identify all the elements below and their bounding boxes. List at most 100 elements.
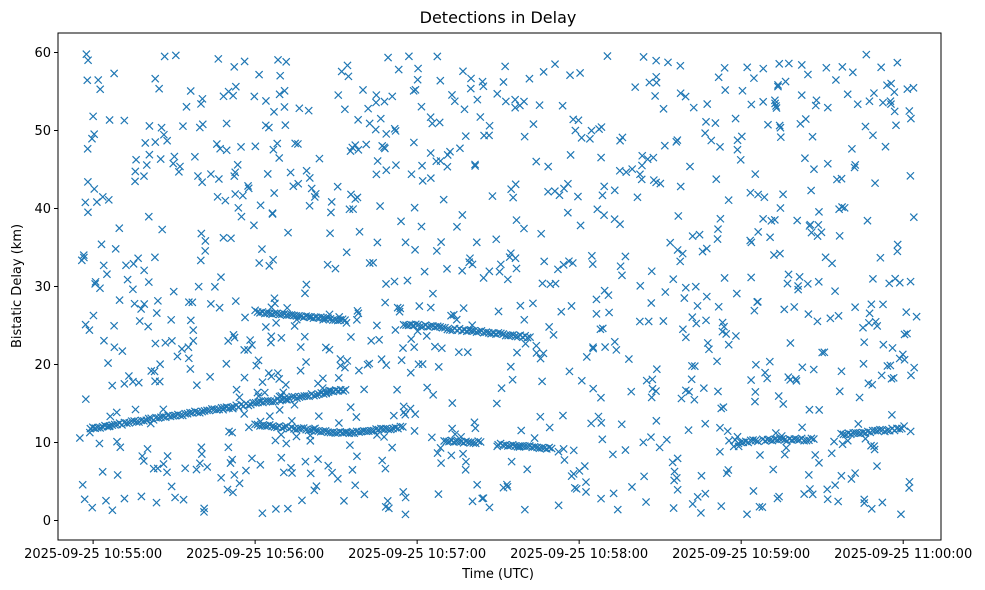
- detection-marker: [826, 314, 835, 323]
- detection-marker: [597, 153, 606, 162]
- detection-marker: [175, 162, 184, 171]
- detection-marker: [627, 387, 636, 396]
- detection-marker: [268, 422, 277, 431]
- detection-marker: [258, 509, 267, 518]
- detection-marker: [592, 309, 601, 318]
- detection-marker: [851, 469, 860, 478]
- detection-marker: [263, 169, 272, 178]
- detection-marker: [235, 479, 244, 488]
- detection-marker: [721, 86, 730, 95]
- detection-marker: [382, 279, 391, 288]
- detection-marker: [835, 231, 844, 240]
- detection-marker: [823, 485, 832, 494]
- detection-marker: [162, 468, 172, 477]
- detection-marker: [545, 443, 554, 452]
- detection-marker: [492, 399, 501, 408]
- detection-marker: [169, 287, 178, 296]
- y-tick-label: 30: [34, 280, 51, 295]
- detection-marker: [663, 58, 673, 67]
- detection-marker: [253, 420, 262, 429]
- detection-marker: [790, 302, 799, 311]
- detection-marker: [304, 426, 313, 435]
- detection-marker: [775, 121, 784, 130]
- detection-marker: [269, 255, 278, 264]
- detection-marker: [860, 338, 869, 347]
- detection-marker: [882, 81, 892, 90]
- detection-marker: [458, 210, 467, 219]
- detection-marker: [887, 374, 896, 383]
- detection-marker: [512, 216, 521, 225]
- detection-marker: [294, 311, 303, 320]
- detection-marker: [616, 262, 625, 271]
- detection-marker: [212, 140, 221, 149]
- detection-marker: [271, 436, 280, 445]
- detection-marker: [371, 125, 380, 134]
- detection-marker: [250, 92, 259, 101]
- detection-marker: [647, 393, 656, 402]
- detection-marker: [391, 126, 400, 135]
- detection-marker: [838, 62, 847, 71]
- detection-marker: [637, 161, 646, 170]
- detection-marker: [273, 55, 283, 64]
- detection-marker: [473, 480, 482, 489]
- detection-marker: [890, 107, 899, 116]
- detection-marker: [341, 316, 350, 325]
- detection-marker: [545, 423, 554, 432]
- detection-marker: [731, 331, 740, 340]
- detection-marker: [345, 441, 354, 450]
- detection-marker: [418, 176, 427, 185]
- detection-marker: [261, 96, 270, 105]
- detection-marker: [270, 422, 279, 432]
- detection-marker: [428, 289, 437, 298]
- detection-marker: [846, 430, 855, 439]
- detection-marker: [652, 178, 661, 187]
- detection-marker: [476, 113, 485, 122]
- detection-marker: [858, 323, 868, 332]
- detection-marker: [184, 354, 193, 363]
- detection-marker: [151, 339, 160, 348]
- detection-marker: [536, 412, 545, 421]
- detection-marker: [460, 105, 469, 114]
- detection-marker: [496, 260, 505, 269]
- detection-marker: [151, 74, 160, 83]
- detection-marker: [718, 318, 727, 327]
- detection-marker: [835, 387, 844, 396]
- detection-marker: [384, 425, 393, 434]
- detection-marker: [617, 420, 626, 429]
- detection-marker: [328, 468, 337, 477]
- detection-marker: [454, 437, 463, 446]
- detection-marker: [872, 462, 882, 471]
- detection-marker: [537, 443, 546, 452]
- detection-marker: [200, 504, 209, 513]
- detection-marker: [255, 70, 264, 79]
- detection-marker: [761, 436, 770, 445]
- detection-marker: [751, 387, 760, 396]
- detection-marker: [553, 265, 562, 274]
- detection-marker: [749, 486, 758, 496]
- detection-marker: [219, 233, 228, 242]
- detection-marker: [443, 162, 452, 171]
- detection-marker: [270, 189, 279, 198]
- detection-marker: [206, 299, 215, 308]
- detection-marker: [715, 142, 725, 151]
- detection-marker: [373, 157, 382, 166]
- detection-marker: [823, 103, 832, 112]
- detection-marker: [560, 455, 569, 465]
- detection-marker: [688, 499, 697, 509]
- detection-marker: [270, 294, 279, 303]
- detection-marker: [135, 316, 144, 326]
- detection-marker: [152, 309, 161, 318]
- detection-marker: [577, 133, 586, 142]
- detection-marker: [282, 439, 291, 448]
- detection-marker: [763, 120, 773, 129]
- detection-marker: [122, 419, 131, 428]
- detection-marker: [325, 345, 334, 354]
- detection-marker: [171, 493, 180, 502]
- detection-marker: [669, 275, 678, 284]
- detection-marker: [784, 270, 793, 279]
- detection-marker: [779, 399, 788, 409]
- detection-marker: [326, 314, 335, 323]
- detection-marker: [203, 406, 212, 415]
- detection-marker: [774, 392, 783, 401]
- detection-marker: [324, 461, 333, 470]
